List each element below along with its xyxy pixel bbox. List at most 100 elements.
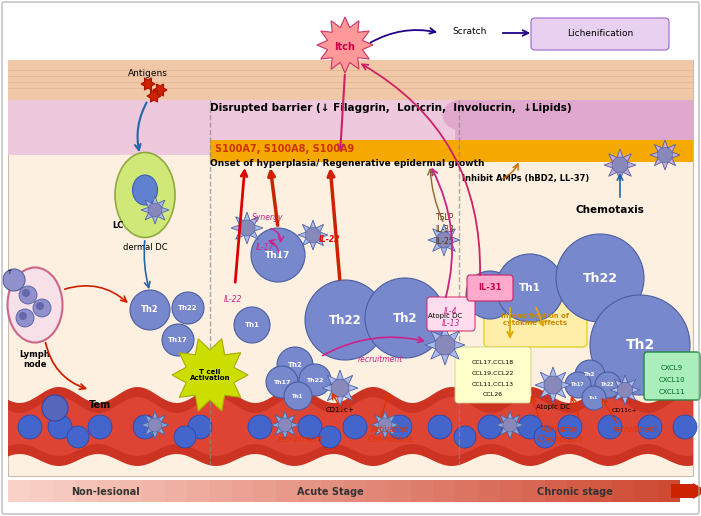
Polygon shape	[371, 411, 399, 439]
Polygon shape	[231, 212, 263, 244]
Bar	[500, 480, 524, 502]
Bar	[142, 480, 165, 502]
Text: Th22: Th22	[178, 305, 198, 311]
Circle shape	[331, 379, 349, 397]
Circle shape	[556, 234, 644, 322]
Circle shape	[478, 415, 502, 439]
Bar	[187, 480, 210, 502]
Ellipse shape	[643, 100, 677, 130]
Text: IL-13: IL-13	[442, 318, 460, 328]
Bar	[299, 480, 322, 502]
Bar	[433, 480, 456, 502]
Bar	[567, 480, 590, 502]
Text: Activation: Activation	[540, 426, 579, 434]
FancyBboxPatch shape	[455, 347, 531, 403]
Text: Lichenification: Lichenification	[567, 29, 633, 39]
Circle shape	[658, 148, 672, 163]
Bar	[165, 480, 188, 502]
Text: Lymph
node: Lymph node	[20, 350, 50, 369]
Polygon shape	[428, 224, 460, 256]
Bar	[657, 480, 680, 502]
Circle shape	[306, 228, 320, 243]
Text: T cell
Activation: T cell Activation	[190, 368, 230, 381]
Text: Th2: Th2	[287, 362, 302, 368]
Text: Inhibit AMPs (hBD2, LL-37): Inhibit AMPs (hBD2, LL-37)	[462, 173, 590, 183]
Circle shape	[565, 372, 591, 398]
Circle shape	[234, 307, 270, 343]
Text: recruitment: recruitment	[613, 426, 658, 434]
Circle shape	[598, 415, 622, 439]
Circle shape	[18, 415, 42, 439]
Text: Synergy: Synergy	[252, 214, 284, 222]
Text: Chemotaxis: Chemotaxis	[367, 436, 413, 444]
Text: IL-33: IL-33	[435, 225, 454, 234]
Circle shape	[343, 415, 367, 439]
Text: Th2: Th2	[585, 373, 596, 378]
Text: Th22: Th22	[306, 378, 324, 382]
Bar	[231, 480, 255, 502]
Polygon shape	[650, 140, 680, 170]
Bar	[411, 480, 434, 502]
Circle shape	[277, 347, 313, 383]
FancyArrow shape	[671, 483, 701, 499]
Polygon shape	[141, 411, 169, 439]
Polygon shape	[425, 325, 465, 365]
PathPatch shape	[8, 387, 693, 466]
Circle shape	[188, 415, 212, 439]
Bar	[53, 480, 76, 502]
Circle shape	[575, 360, 605, 390]
Circle shape	[298, 415, 322, 439]
Text: Th22: Th22	[329, 314, 362, 327]
Circle shape	[436, 232, 452, 248]
Circle shape	[22, 289, 30, 297]
Text: Th17: Th17	[478, 291, 502, 299]
Bar	[612, 480, 635, 502]
FancyBboxPatch shape	[484, 301, 587, 347]
Polygon shape	[604, 149, 636, 181]
Text: Th2: Th2	[141, 305, 159, 314]
Bar	[210, 480, 233, 502]
Ellipse shape	[132, 175, 158, 205]
Circle shape	[88, 415, 112, 439]
Text: Th1: Th1	[245, 322, 259, 328]
Ellipse shape	[482, 100, 517, 130]
Circle shape	[428, 415, 452, 439]
Circle shape	[67, 426, 89, 448]
PathPatch shape	[8, 397, 693, 456]
Bar	[456, 480, 479, 502]
Circle shape	[582, 386, 606, 410]
Polygon shape	[298, 220, 328, 250]
Bar	[590, 480, 613, 502]
Text: IL-31: IL-31	[478, 283, 502, 293]
Circle shape	[266, 366, 298, 398]
Bar	[388, 480, 411, 502]
Ellipse shape	[522, 100, 557, 130]
Text: Th22: Th22	[601, 382, 615, 388]
Text: Activation: Activation	[371, 426, 409, 434]
Text: LC: LC	[112, 220, 123, 230]
Text: Chronic stage: Chronic stage	[537, 487, 613, 497]
Text: S100A7, S100A8, S100A9: S100A7, S100A8, S100A9	[215, 144, 354, 154]
Text: Th2: Th2	[625, 338, 655, 352]
Circle shape	[534, 426, 556, 448]
FancyBboxPatch shape	[531, 18, 669, 50]
Text: Chemotaxis: Chemotaxis	[576, 205, 644, 215]
Circle shape	[518, 415, 542, 439]
Text: Chemotaxis: Chemotaxis	[538, 436, 583, 444]
Text: TSLP: TSLP	[436, 214, 454, 222]
Text: IL-22: IL-22	[224, 296, 242, 304]
Text: Atopic DC: Atopic DC	[428, 313, 462, 319]
Text: Th17: Th17	[168, 337, 188, 343]
Bar	[8, 60, 693, 476]
Circle shape	[19, 312, 27, 320]
Circle shape	[284, 382, 312, 410]
Circle shape	[558, 415, 582, 439]
Bar	[254, 480, 278, 502]
Text: CD11c+: CD11c+	[326, 407, 355, 413]
Circle shape	[319, 426, 341, 448]
Polygon shape	[147, 90, 161, 102]
Polygon shape	[535, 367, 571, 403]
Circle shape	[365, 278, 445, 358]
Text: Th22: Th22	[583, 271, 618, 284]
Text: Th17: Th17	[571, 382, 585, 388]
